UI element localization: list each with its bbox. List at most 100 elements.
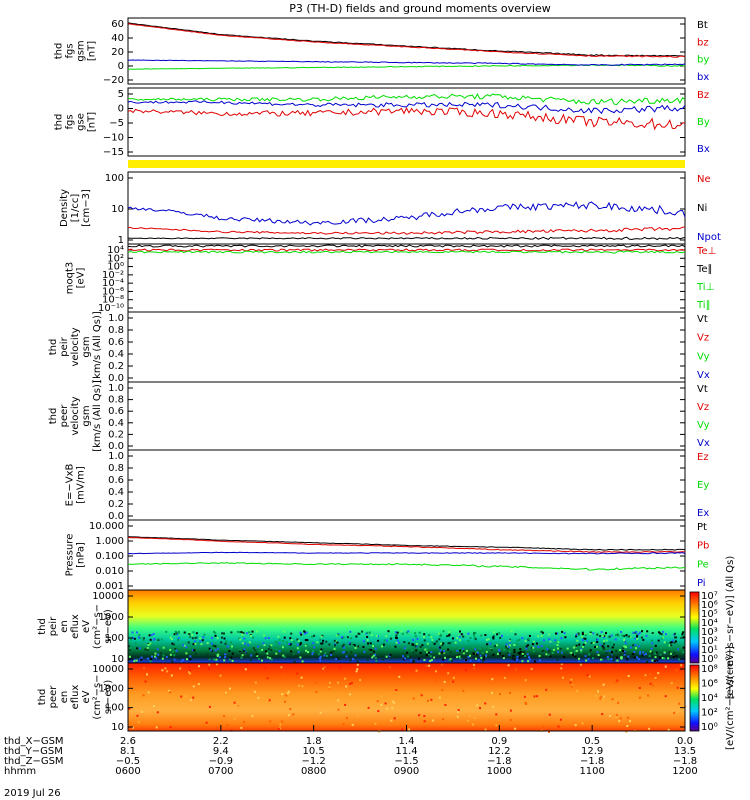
spectrogram-pixel bbox=[581, 631, 584, 634]
spectrogram-pixel bbox=[223, 637, 226, 640]
spectrogram-pixel bbox=[210, 642, 213, 645]
y-axis-label-line: [nT] bbox=[87, 112, 98, 132]
spectrogram-pixel bbox=[646, 630, 649, 633]
spectrogram-pixel bbox=[231, 652, 234, 655]
spectrogram-pixel bbox=[575, 657, 577, 660]
spectrogram-pixel bbox=[530, 667, 533, 670]
spectrogram-pixel bbox=[150, 655, 153, 658]
spectrogram-pixel bbox=[548, 638, 551, 641]
x-row-label: thd_X−GSM bbox=[4, 736, 64, 747]
spectrogram-pixel bbox=[247, 644, 250, 646]
spectrogram-pixel bbox=[242, 649, 245, 652]
spectrogram-pixel bbox=[149, 642, 152, 645]
spectrogram-pixel bbox=[160, 638, 163, 641]
spectrogram-pixel bbox=[473, 636, 476, 639]
spectrogram-pixel bbox=[477, 654, 480, 657]
spectrogram-pixel bbox=[193, 649, 196, 652]
spectrogram-pixel bbox=[342, 723, 345, 725]
spectrogram-pixel bbox=[170, 674, 173, 677]
spectrogram-pixel bbox=[501, 634, 503, 637]
spectrogram-pixel bbox=[250, 654, 253, 657]
spectrogram-pixel bbox=[188, 671, 190, 674]
spectrogram-pixel bbox=[532, 640, 535, 643]
spectrogram-pixel bbox=[423, 715, 426, 717]
spectrogram-pixel bbox=[169, 691, 172, 694]
spectrogram-pixel bbox=[548, 713, 551, 716]
spectrogram-pixel bbox=[582, 645, 584, 648]
spectrogram-pixel bbox=[586, 674, 589, 677]
spectrogram-pixel bbox=[578, 660, 581, 663]
spectrogram-pixel bbox=[526, 653, 529, 656]
quality-flag-bar bbox=[128, 160, 685, 168]
spectrogram-pixel bbox=[346, 636, 349, 639]
spectrogram-pixel bbox=[221, 632, 224, 635]
spectrogram-pixel bbox=[658, 631, 660, 634]
spectrogram-pixel bbox=[619, 652, 622, 655]
spectrogram-pixel bbox=[352, 645, 355, 648]
spectrogram-pixel bbox=[660, 633, 663, 636]
spectrogram-texture bbox=[128, 630, 685, 663]
spectrogram-pixel bbox=[597, 690, 599, 693]
spectrogram-pixel bbox=[622, 650, 624, 652]
spectrogram-pixel bbox=[389, 653, 392, 656]
colorbar-tick-label: 10⁷ bbox=[701, 591, 718, 602]
spectrogram-pixel bbox=[199, 640, 202, 643]
spectrogram-pixel bbox=[208, 647, 211, 650]
spectrogram-pixel bbox=[650, 647, 653, 650]
spectrogram-pixel bbox=[467, 632, 470, 635]
spectrogram-pixel bbox=[444, 704, 447, 706]
spectrogram-pixel bbox=[372, 645, 374, 648]
spectrogram-pixel bbox=[458, 655, 461, 658]
spectrogram-pixel bbox=[140, 656, 143, 659]
y-tick-label: 10⁴ bbox=[107, 245, 124, 256]
spectrogram-pixel bbox=[601, 713, 604, 716]
spectrogram-pixel bbox=[169, 653, 172, 656]
spectrogram-pixel bbox=[518, 638, 521, 641]
spectrogram-pixel bbox=[385, 655, 388, 658]
spectrogram-pixel bbox=[199, 637, 202, 640]
spectrogram-pixel bbox=[310, 655, 313, 658]
spectrogram-pixel bbox=[660, 637, 663, 640]
spectrogram-pixel bbox=[301, 660, 304, 663]
spectrogram-pixel bbox=[560, 663, 563, 666]
temperature-line bbox=[127, 244, 686, 248]
spectrogram-pixel bbox=[293, 654, 296, 657]
spectrogram-pixel bbox=[587, 658, 590, 661]
spectrogram-pixel bbox=[479, 707, 481, 710]
spectrogram-pixel bbox=[283, 655, 286, 658]
spectrogram-pixel bbox=[407, 655, 409, 658]
y-tick-label: 0.8 bbox=[108, 325, 124, 336]
spectrogram-pixel bbox=[324, 652, 327, 655]
spectrogram-pixel bbox=[635, 630, 638, 633]
spectrogram-pixel bbox=[193, 640, 196, 643]
x-tick-label: 11.4 bbox=[395, 746, 417, 757]
spectrogram-pixel bbox=[189, 669, 192, 672]
spectrogram-pixel bbox=[636, 634, 639, 637]
spectrogram-pixel bbox=[522, 654, 525, 657]
spectrogram-pixel bbox=[519, 650, 522, 653]
spectrogram-pixel bbox=[391, 707, 394, 710]
spectrogram-pixel bbox=[344, 703, 347, 706]
spectrogram-pixel bbox=[344, 677, 347, 680]
spectrogram-pixel bbox=[528, 658, 531, 661]
spectrogram-pixel bbox=[479, 654, 482, 657]
spectrogram-pixel bbox=[368, 648, 371, 651]
spectrogram-pixel bbox=[140, 658, 143, 661]
spectrogram-pixel bbox=[393, 701, 396, 704]
spectrogram-pixel bbox=[673, 711, 676, 714]
y-tick-label: 1000 bbox=[99, 612, 124, 623]
spectrogram-pixel bbox=[554, 639, 557, 642]
legend-ti⊥: Ti⊥ bbox=[696, 282, 714, 293]
y-axis-label-line: Pressure bbox=[65, 534, 76, 577]
spectrogram-pixel bbox=[572, 653, 574, 656]
spectrogram-pixel bbox=[224, 656, 227, 659]
spectrogram-pixel bbox=[418, 714, 421, 717]
spectrogram-pixel bbox=[267, 648, 270, 651]
spectrogram-pixel bbox=[191, 634, 194, 637]
y-tick-label: 0.4 bbox=[108, 418, 124, 429]
spectrogram-pixel bbox=[243, 648, 246, 651]
spectrogram-pixel bbox=[208, 663, 211, 666]
y-axis-label-line: thd bbox=[48, 408, 59, 425]
spectrogram-pixel bbox=[296, 647, 299, 650]
